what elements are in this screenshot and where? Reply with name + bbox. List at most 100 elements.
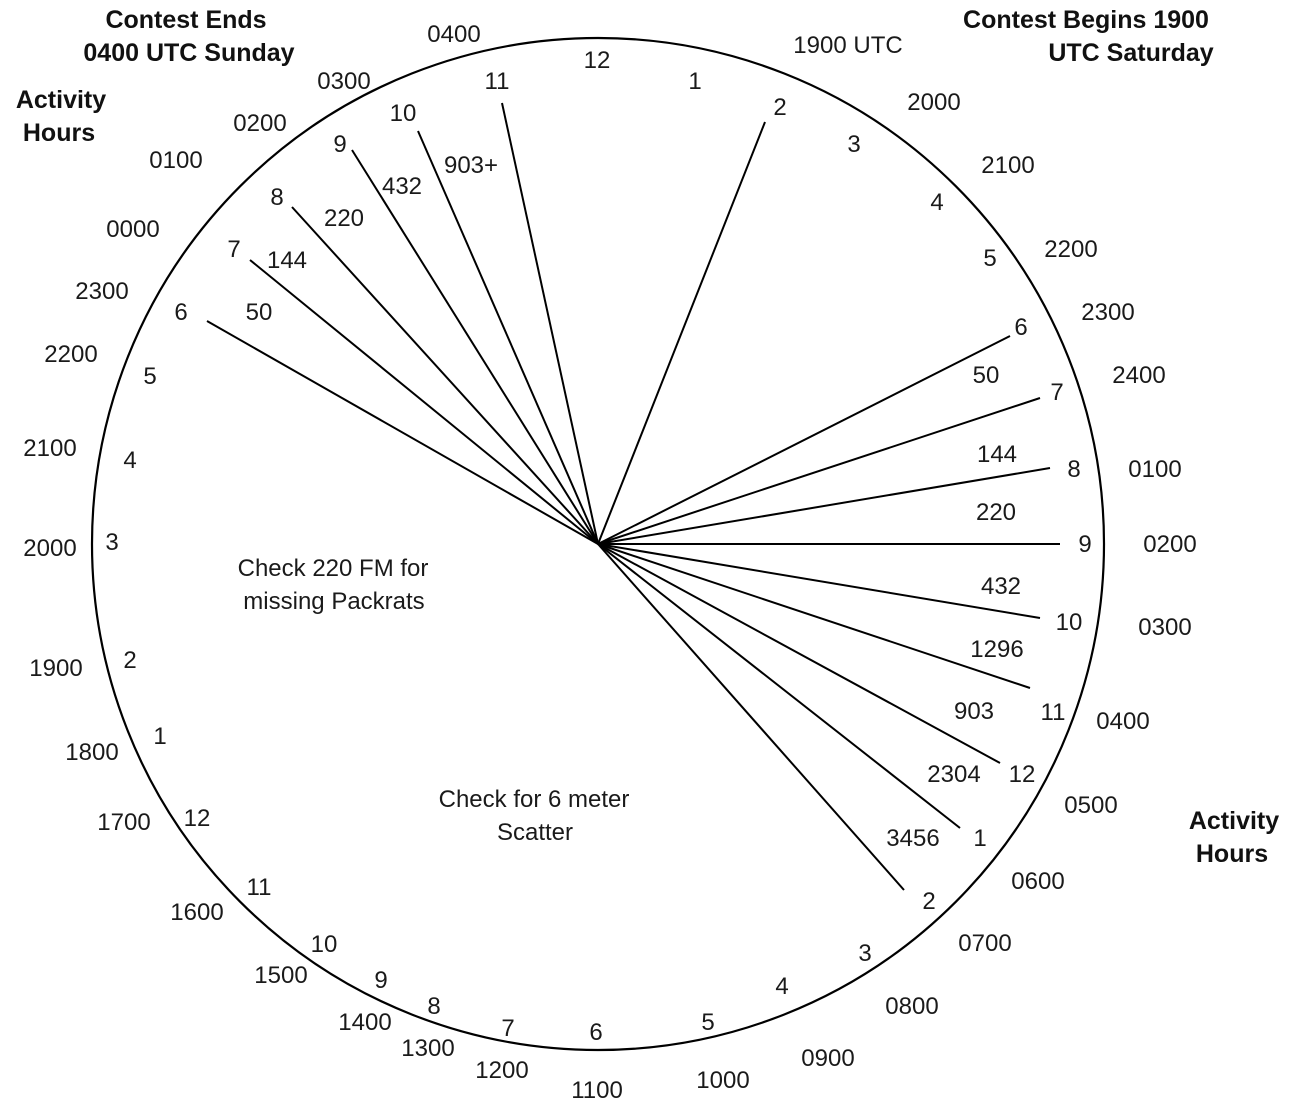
- utc-time-label: 1200: [475, 1057, 528, 1084]
- utc-time-label: 0300: [317, 68, 370, 95]
- band-label: 1296: [970, 636, 1023, 663]
- hour-number: 7: [1050, 379, 1063, 406]
- band-label: 432: [981, 573, 1021, 600]
- utc-time-label: 2200: [44, 341, 97, 368]
- hour-number: 4: [123, 447, 136, 474]
- hour-number: 12: [584, 47, 611, 74]
- clock-ring: [90, 36, 1106, 1052]
- activity-rays: [206, 102, 1060, 891]
- ray-right-11: [597, 543, 1031, 689]
- activity-hours-left-line2: Hours: [23, 119, 95, 147]
- utc-time-label: 0400: [427, 21, 480, 48]
- heading-begin-line2: UTC Saturday: [1048, 39, 1213, 67]
- hour-number: 9: [374, 967, 387, 994]
- utc-time-label: 0100: [1128, 456, 1181, 483]
- utc-time-label: 0100: [149, 147, 202, 174]
- utc-time-label: 1700: [97, 809, 150, 836]
- ray-right-7: [597, 397, 1041, 545]
- ray-right-12: [597, 543, 1001, 764]
- hour-number: 2: [922, 888, 935, 915]
- utc-time-label: 1100: [571, 1077, 623, 1104]
- utc-time-label: 2100: [981, 152, 1034, 179]
- band-label: 903: [954, 698, 994, 725]
- activity-hours-left-line1: Activity: [16, 86, 106, 114]
- hour-number: 4: [930, 189, 943, 216]
- utc-time-label: 1800: [65, 739, 118, 766]
- hour-number: 4: [775, 973, 788, 1000]
- utc-time-label: 2200: [1044, 236, 1097, 263]
- band-label: 144: [267, 247, 307, 274]
- band-label: 2304: [927, 761, 980, 788]
- hour-number: 7: [501, 1015, 514, 1042]
- hour-number: 6: [174, 299, 187, 326]
- band-labels-right: 50 144 220 432 1296 903 2304 3456: [886, 362, 1023, 852]
- utc-time-label: 2400: [1112, 362, 1165, 389]
- hour-number: 1: [688, 68, 701, 95]
- band-label: 50: [973, 362, 1000, 389]
- inner-hours-right: 1 2 3 4 5 6 7 8 9 10 11 12 1 2 3 4 5 6: [589, 68, 1091, 1046]
- band-label: 3456: [886, 825, 939, 852]
- utc-time-label: 0300: [1138, 614, 1191, 641]
- utc-time-label: 0600: [1011, 868, 1064, 895]
- ray-right-1: [597, 543, 961, 829]
- ray-left-8: [291, 206, 599, 545]
- utc-time-label: 1900: [29, 655, 82, 682]
- band-label: 50: [246, 299, 273, 326]
- hour-number: 10: [1056, 609, 1083, 636]
- hour-number: 9: [333, 131, 346, 158]
- band-label: 903+: [444, 152, 498, 179]
- utc-time-label: 0000: [106, 216, 159, 243]
- band-label: 144: [977, 441, 1017, 468]
- outer-times-right: 1900 UTC 2000 2100 2200 2300 2400 0100 0…: [571, 32, 1197, 1104]
- band-labels-left: 50 144 220 432 903+: [246, 152, 498, 326]
- hour-number: 12: [184, 805, 211, 832]
- hour-number: 3: [847, 131, 860, 158]
- ray-left-11: [501, 102, 599, 545]
- hour-number: 8: [270, 184, 283, 211]
- hour-number: 5: [983, 245, 996, 272]
- ray-right-8: [597, 467, 1051, 545]
- band-label: 220: [976, 499, 1016, 526]
- ray-left-10: [417, 130, 599, 545]
- note-fm-line2: missing Packrats: [243, 588, 424, 615]
- heading-end-line1: Contest Ends: [105, 6, 266, 34]
- utc-time-label: 0700: [958, 930, 1011, 957]
- utc-time-label: 0200: [233, 110, 286, 137]
- note-scatter-line2: Scatter: [497, 819, 573, 846]
- ray-left-7: [249, 259, 599, 545]
- hour-number: 1: [973, 825, 986, 852]
- hour-number: 11: [1041, 699, 1066, 726]
- hour-number: 7: [227, 236, 240, 263]
- hour-number: 3: [858, 940, 871, 967]
- ray-left-6: [206, 320, 599, 545]
- outer-times-left: 1200 1300 1400 1500 1600 1700 1800 1900 …: [23, 21, 528, 1084]
- ray-right-2b: [597, 543, 905, 891]
- hour-number: 11: [247, 874, 272, 901]
- note-fm-line1: Check 220 FM for: [238, 555, 429, 582]
- utc-time-label: 2000: [23, 535, 76, 562]
- ray-right-10: [597, 543, 1041, 619]
- hour-number: 2: [123, 647, 136, 674]
- hour-number: 10: [311, 931, 338, 958]
- hour-number: 8: [427, 993, 440, 1020]
- utc-time-label: 2000: [907, 89, 960, 116]
- utc-time-label: 1900 UTC: [793, 32, 902, 59]
- hour-number: 12: [1009, 761, 1036, 788]
- activity-hours-right-line1: Activity: [1189, 807, 1279, 835]
- hour-number: 2: [773, 94, 786, 121]
- utc-time-label: 0900: [801, 1045, 854, 1072]
- hour-number: 10: [390, 100, 417, 127]
- hour-number: 6: [589, 1019, 602, 1046]
- activity-hours-right-line2: Hours: [1196, 840, 1268, 868]
- hour-number: 6: [1014, 314, 1027, 341]
- hour-number: 1: [153, 723, 166, 750]
- hour-number: 5: [143, 363, 156, 390]
- band-label: 220: [324, 205, 364, 232]
- heading-begin-line1: Contest Begins 1900: [963, 6, 1209, 34]
- note-scatter-line1: Check for 6 meter: [439, 786, 630, 813]
- hour-number: 3: [105, 529, 118, 556]
- heading-end-line2: 0400 UTC Sunday: [83, 39, 294, 67]
- utc-time-label: 1000: [696, 1067, 749, 1094]
- utc-time-label: 2300: [75, 278, 128, 305]
